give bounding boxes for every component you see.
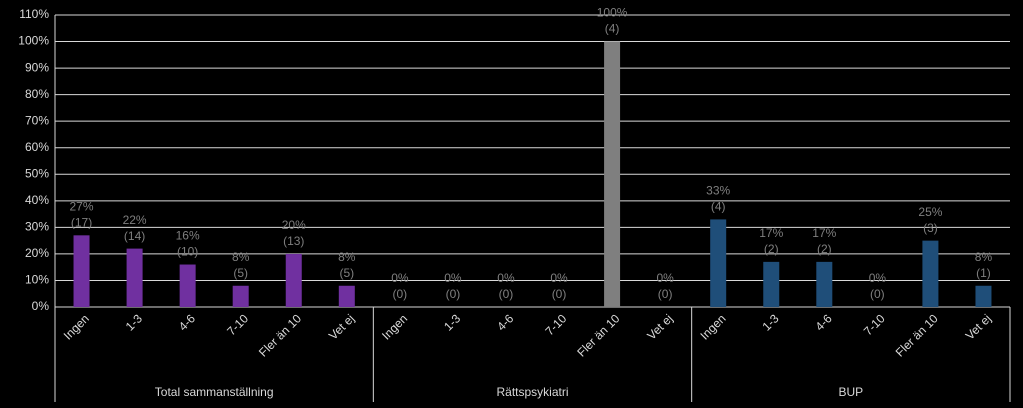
count-label: (0) [658,287,673,301]
count-label: (0) [870,287,885,301]
value-label: 8% [975,250,993,264]
y-tick-label: 50% [25,166,49,180]
value-label: 22% [123,213,147,227]
value-label: 0% [656,271,674,285]
y-tick-label: 90% [25,60,49,74]
value-label: 8% [232,250,250,264]
count-label: (3) [923,221,938,235]
y-tick-label: 20% [25,246,49,260]
bar [975,285,992,307]
value-label: 27% [70,199,94,213]
x-tick-label: Ingen [379,311,410,342]
y-tick-label: 110% [19,7,49,21]
count-label: (14) [124,229,145,243]
bar [604,41,621,307]
count-label: (4) [605,22,620,36]
count-label: (0) [552,287,567,301]
bar [179,264,196,307]
value-label: 33% [706,184,730,198]
bar [816,261,833,307]
x-tick-label: 1-3 [759,311,781,333]
count-label: (2) [817,242,832,256]
y-tick-label: 80% [25,87,49,101]
x-tick-label: Ingen [697,311,728,342]
y-tick-label: 70% [25,113,49,127]
count-label: (0) [499,287,514,301]
x-tick-label: Fler än 10 [256,311,304,359]
value-label: 20% [282,218,306,232]
x-tick-label: 7-10 [542,311,569,338]
x-tick-label: 4-6 [813,311,835,333]
x-tick-label: 4-6 [176,311,198,333]
x-tick-label: Vet ej [963,311,994,342]
value-label: 0% [497,271,515,285]
y-tick-label: 60% [25,140,49,154]
value-label: 25% [918,205,942,219]
bar [922,240,939,307]
count-label: (10) [177,245,198,259]
x-tick-label: Vet ej [644,311,675,342]
count-label: (2) [764,242,779,256]
x-tick-label: Vet ej [326,311,357,342]
count-label: (0) [446,287,461,301]
count-label: (13) [283,234,304,248]
y-tick-label: 40% [25,193,49,207]
x-tick-label: Fler än 10 [574,311,622,359]
count-label: (17) [71,215,92,229]
value-label: 0% [444,271,462,285]
value-label: 17% [812,226,836,240]
value-label: 0% [391,271,409,285]
bar [763,261,780,307]
bar [232,285,249,307]
group-label: Total sammanställning [155,385,274,399]
y-tick-label: 30% [25,220,49,234]
value-label: 16% [176,229,200,243]
x-tick-label: Fler än 10 [893,311,941,359]
y-tick-label: 10% [25,273,49,287]
value-label: 17% [759,226,783,240]
count-label: (5) [339,266,354,280]
count-label: (4) [711,200,726,214]
count-label: (0) [393,287,408,301]
x-tick-label: Ingen [61,311,92,342]
x-tick-label: 1-3 [441,311,463,333]
x-tick-label: 1-3 [123,311,145,333]
x-tick-label: 7-10 [224,311,251,338]
bar [710,219,727,307]
bar [338,285,355,307]
group-label: BUP [838,385,863,399]
x-tick-label: 7-10 [861,311,888,338]
y-tick-label: 0% [32,299,50,313]
y-tick-label: 100% [18,34,49,48]
count-label: (1) [976,266,991,280]
bar [285,253,302,307]
group-label: Rättspsykiatri [496,385,568,399]
value-label: 0% [550,271,568,285]
count-label: (5) [233,266,248,280]
value-label: 0% [869,271,887,285]
bar [126,248,143,307]
value-label: 8% [338,250,356,264]
value-label: 100% [597,6,628,20]
bar [73,235,90,307]
x-tick-label: 4-6 [494,311,516,333]
